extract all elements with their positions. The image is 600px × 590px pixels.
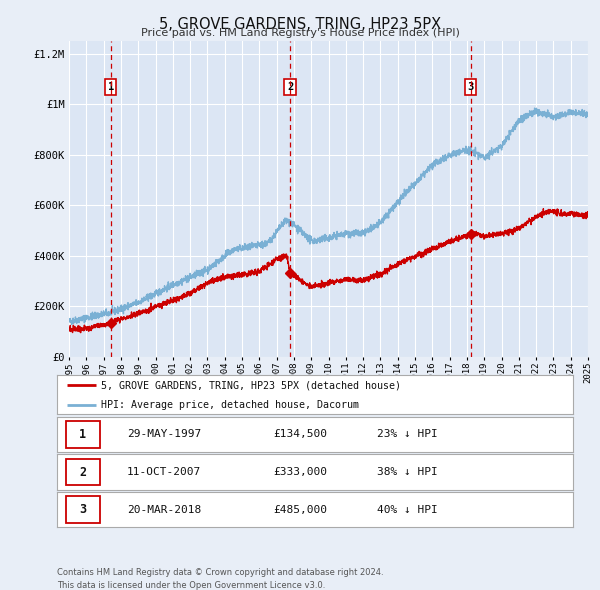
Text: This data is licensed under the Open Government Licence v3.0.: This data is licensed under the Open Gov… [57, 581, 325, 590]
Text: 40% ↓ HPI: 40% ↓ HPI [377, 505, 437, 514]
Text: 20-MAR-2018: 20-MAR-2018 [127, 505, 201, 514]
Text: 23% ↓ HPI: 23% ↓ HPI [377, 430, 437, 439]
FancyBboxPatch shape [66, 496, 100, 523]
Text: Price paid vs. HM Land Registry's House Price Index (HPI): Price paid vs. HM Land Registry's House … [140, 28, 460, 38]
Text: 5, GROVE GARDENS, TRING, HP23 5PX: 5, GROVE GARDENS, TRING, HP23 5PX [159, 17, 441, 31]
Text: 2: 2 [79, 466, 86, 478]
Text: £333,000: £333,000 [274, 467, 328, 477]
Text: £485,000: £485,000 [274, 505, 328, 514]
Text: HPI: Average price, detached house, Dacorum: HPI: Average price, detached house, Daco… [101, 399, 359, 409]
Text: 5, GROVE GARDENS, TRING, HP23 5PX (detached house): 5, GROVE GARDENS, TRING, HP23 5PX (detac… [101, 381, 401, 391]
Text: 29-MAY-1997: 29-MAY-1997 [127, 430, 201, 439]
Text: 3: 3 [79, 503, 86, 516]
Text: 11-OCT-2007: 11-OCT-2007 [127, 467, 201, 477]
FancyBboxPatch shape [66, 458, 100, 486]
Text: 1: 1 [107, 82, 114, 92]
Text: 3: 3 [467, 82, 474, 92]
FancyBboxPatch shape [66, 421, 100, 448]
Text: Contains HM Land Registry data © Crown copyright and database right 2024.: Contains HM Land Registry data © Crown c… [57, 568, 383, 577]
Text: 2: 2 [287, 82, 293, 92]
Text: £134,500: £134,500 [274, 430, 328, 439]
Text: 38% ↓ HPI: 38% ↓ HPI [377, 467, 437, 477]
Text: 1: 1 [79, 428, 86, 441]
